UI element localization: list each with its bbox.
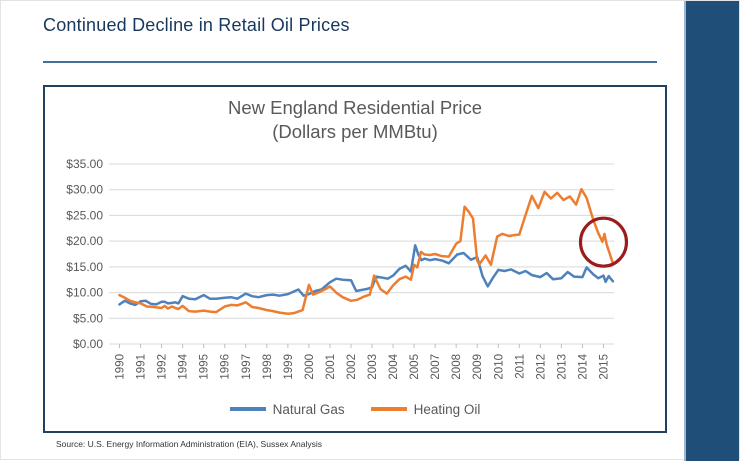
- chart-legend: Natural Gas Heating Oil: [45, 398, 665, 420]
- x-tick-label: 1991: [136, 354, 148, 380]
- legend-label-natural-gas: Natural Gas: [272, 401, 345, 417]
- x-tick-label: 2001: [325, 354, 337, 380]
- x-tick-label: 2000: [304, 354, 316, 380]
- y-axis-labels: $0.00 $5.00 $10.00 $15.00 $20.00 $25.00 $30.00…: [66, 157, 103, 351]
- x-tick-label: 2012: [535, 354, 547, 380]
- gridlines: [109, 163, 614, 345]
- heating-oil-line: [118, 187, 615, 315]
- title-rule: [43, 61, 657, 63]
- natural-gas-line: [118, 244, 615, 307]
- x-tick-label: 2008: [451, 354, 463, 380]
- right-accent-band: [684, 1, 739, 461]
- y-tick-label: $10.00: [66, 286, 103, 300]
- x-tick-label: 1990: [115, 354, 127, 380]
- legend-label-heating-oil: Heating Oil: [413, 401, 481, 417]
- legend-item-natural-gas: Natural Gas: [229, 401, 345, 417]
- heating-oil-line-swatch: [370, 407, 407, 411]
- y-tick-label: $15.00: [66, 260, 103, 274]
- y-tick-label: $20.00: [66, 234, 103, 248]
- x-tick-label: 1996: [220, 354, 232, 380]
- x-axis-labels: 1990 1991 1992 1994 1995 1996 1997 1998 1999 2000…: [115, 344, 610, 380]
- x-tick-label: 2010: [493, 354, 505, 380]
- y-tick-label: $25.00: [66, 208, 103, 222]
- y-tick-label: $5.00: [73, 311, 103, 325]
- x-tick-label: 1998: [262, 354, 274, 380]
- x-tick-label: 2011: [514, 354, 526, 379]
- legend-item-heating-oil: Heating Oil: [370, 401, 481, 417]
- price-drop-annotation-circle: [578, 216, 629, 268]
- x-tick-label: 1999: [283, 354, 295, 380]
- x-tick-label: 2009: [472, 354, 484, 380]
- x-tick-label: 1992: [157, 354, 169, 380]
- x-tick-label: 1995: [199, 354, 211, 380]
- x-tick-label: 2004: [388, 353, 400, 379]
- source-note: Source: U.S. Energy Information Administ…: [56, 439, 322, 449]
- x-tick-label: 2007: [430, 354, 442, 380]
- page-title: Continued Decline in Retail Oil Prices: [43, 15, 350, 35]
- x-tick-label: 2003: [367, 354, 379, 380]
- chart-container: $0.00 $5.00 $10.00 $15.00 $20.00 $25.00 $30.00…: [43, 85, 667, 433]
- natural-gas-line-swatch: [229, 407, 266, 411]
- chart-title-line1: New England Residential Price: [228, 97, 482, 118]
- y-tick-label: $0.00: [73, 337, 103, 351]
- x-tick-label: 1997: [241, 354, 253, 380]
- x-tick-label: 2015: [598, 354, 610, 380]
- chart-title: New England Residential Price (Dollars p…: [45, 96, 665, 144]
- x-tick-label: 2014: [577, 353, 589, 379]
- x-tick-label: 2002: [346, 354, 358, 380]
- x-tick-label: 1994: [178, 353, 190, 379]
- x-tick-label: 2013: [556, 354, 568, 380]
- y-tick-label: $30.00: [66, 183, 103, 197]
- y-tick-label: $35.00: [66, 157, 103, 171]
- x-tick-label: 2005: [409, 354, 421, 380]
- chart-title-line2: (Dollars per MMBtu): [272, 121, 438, 143]
